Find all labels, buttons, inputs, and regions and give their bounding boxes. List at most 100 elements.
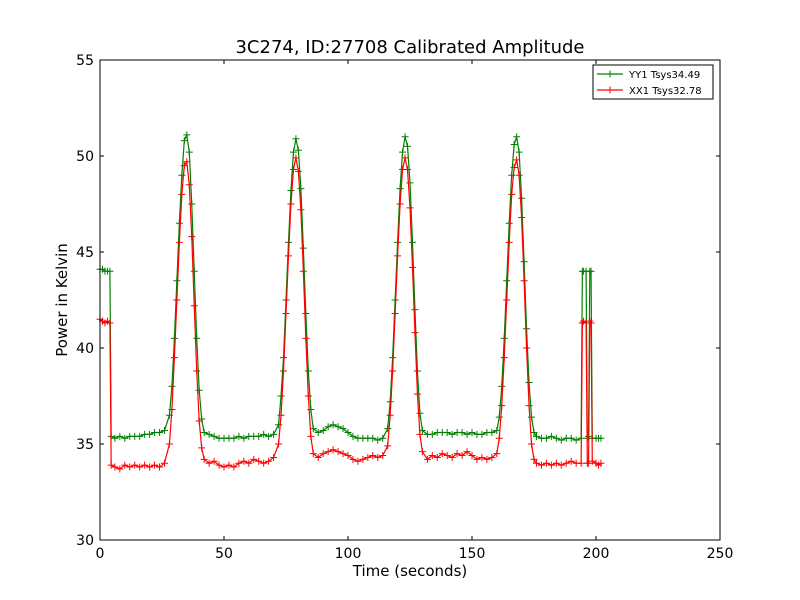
data-point bbox=[289, 165, 297, 173]
data-point bbox=[498, 382, 506, 390]
data-point bbox=[500, 334, 508, 342]
data-point bbox=[230, 463, 238, 471]
data-point bbox=[495, 434, 503, 442]
data-point bbox=[230, 434, 238, 442]
y-tick-label: 50 bbox=[76, 149, 94, 165]
series-xx1 bbox=[96, 154, 605, 473]
data-point bbox=[250, 455, 258, 463]
data-point bbox=[178, 190, 186, 198]
data-point bbox=[284, 252, 292, 260]
data-point bbox=[406, 204, 414, 212]
data-point bbox=[280, 367, 288, 375]
data-point bbox=[160, 459, 168, 467]
data-point bbox=[401, 154, 409, 162]
data-point bbox=[121, 434, 129, 442]
data-point bbox=[513, 133, 521, 141]
y-tick-label: 45 bbox=[76, 245, 94, 261]
data-point bbox=[292, 135, 300, 143]
y-tick-label: 55 bbox=[76, 53, 94, 69]
data-point bbox=[399, 148, 407, 156]
data-point bbox=[515, 148, 523, 156]
data-point bbox=[401, 133, 409, 141]
data-point bbox=[557, 436, 565, 444]
data-point bbox=[292, 154, 300, 162]
data-point bbox=[270, 453, 278, 461]
data-point bbox=[463, 448, 471, 456]
data-point bbox=[515, 171, 523, 179]
data-point bbox=[304, 392, 312, 400]
data-point bbox=[168, 382, 176, 390]
data-point bbox=[408, 263, 416, 271]
data-point bbox=[349, 455, 357, 463]
legend-label: YY1 Tsys34.49 bbox=[628, 70, 700, 81]
data-point bbox=[304, 367, 312, 375]
data-point bbox=[448, 453, 456, 461]
data-point bbox=[587, 319, 595, 327]
data-point bbox=[530, 428, 538, 436]
data-point bbox=[178, 171, 186, 179]
data-point bbox=[324, 423, 332, 431]
data-point bbox=[404, 165, 412, 173]
data-point bbox=[478, 453, 486, 461]
data-point bbox=[567, 434, 575, 442]
data-point bbox=[170, 334, 178, 342]
data-point bbox=[448, 430, 456, 438]
x-axis-label: Time (seconds) bbox=[352, 562, 468, 580]
data-point bbox=[168, 405, 176, 413]
data-point bbox=[255, 457, 263, 465]
data-point bbox=[111, 463, 119, 471]
data-point bbox=[156, 428, 164, 436]
data-point bbox=[151, 461, 159, 469]
data-point bbox=[195, 386, 203, 394]
data-point bbox=[413, 390, 421, 398]
data-point bbox=[413, 367, 421, 375]
y-tick-label: 35 bbox=[76, 437, 94, 453]
data-point bbox=[334, 448, 342, 456]
data-point bbox=[418, 448, 426, 456]
data-point bbox=[297, 185, 305, 193]
data-point bbox=[453, 450, 461, 458]
data-point bbox=[473, 455, 481, 463]
data-point bbox=[542, 434, 550, 442]
data-point bbox=[391, 309, 399, 317]
data-point bbox=[525, 402, 533, 410]
data-point bbox=[260, 430, 268, 438]
data-point bbox=[188, 200, 196, 208]
data-point bbox=[210, 457, 218, 465]
data-point bbox=[520, 258, 528, 266]
data-point bbox=[131, 461, 139, 469]
data-point bbox=[359, 455, 367, 463]
data-point bbox=[141, 461, 149, 469]
data-point bbox=[503, 277, 511, 285]
data-point bbox=[126, 463, 134, 471]
x-tick-label: 150 bbox=[459, 546, 486, 562]
data-point bbox=[193, 334, 201, 342]
data-point bbox=[200, 455, 208, 463]
data-point bbox=[389, 367, 397, 375]
data-point bbox=[374, 436, 382, 444]
data-point bbox=[205, 459, 213, 467]
legend-label: XX1 Tsys32.78 bbox=[629, 86, 702, 97]
data-point bbox=[289, 148, 297, 156]
data-point bbox=[411, 329, 419, 337]
data-point bbox=[334, 423, 342, 431]
data-point bbox=[255, 432, 263, 440]
data-point bbox=[165, 440, 173, 448]
data-point bbox=[552, 434, 560, 442]
data-point bbox=[329, 421, 337, 429]
data-point bbox=[525, 379, 533, 387]
data-point bbox=[408, 238, 416, 246]
data-point bbox=[495, 413, 503, 421]
data-point bbox=[314, 453, 322, 461]
data-point bbox=[428, 452, 436, 460]
data-point bbox=[552, 459, 560, 467]
data-point bbox=[287, 187, 295, 195]
data-point bbox=[215, 461, 223, 469]
data-point bbox=[240, 457, 248, 465]
data-point bbox=[107, 461, 115, 469]
data-point bbox=[396, 200, 404, 208]
data-point bbox=[577, 459, 585, 467]
data-point bbox=[173, 296, 181, 304]
data-point bbox=[518, 194, 526, 202]
